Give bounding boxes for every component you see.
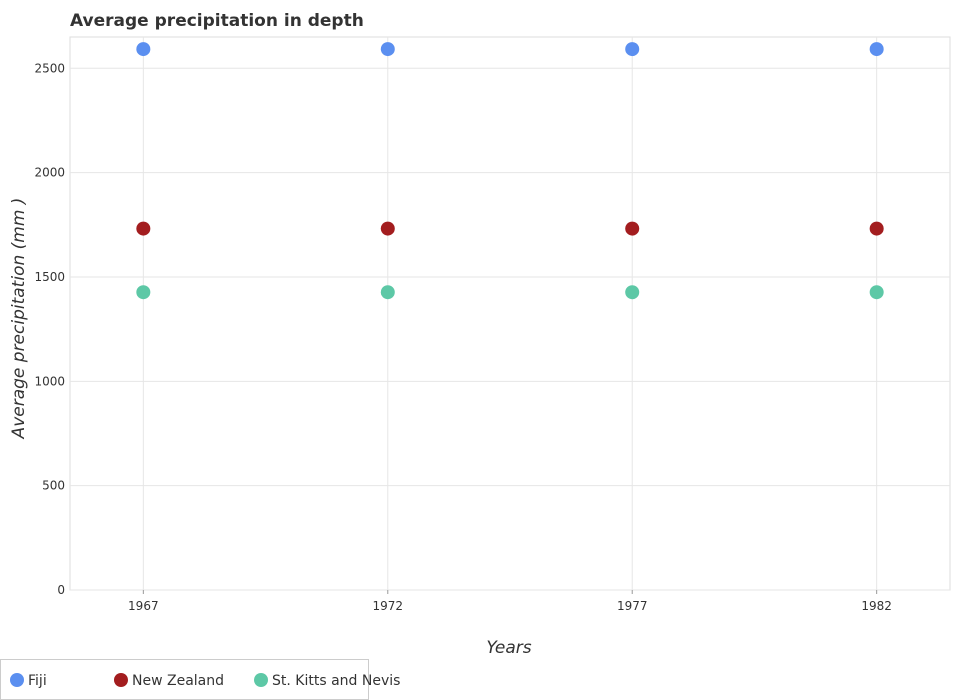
plot-frame <box>69 36 951 591</box>
legend-label-fiji: Fiji <box>28 673 47 689</box>
point-fiji <box>625 42 640 57</box>
point-st-kitts-and-nevis <box>869 285 884 300</box>
legend-marker-new-zealand <box>114 673 128 687</box>
point-new-zealand <box>380 221 395 236</box>
x-tick-label: 1982 <box>861 599 892 613</box>
plot-area: 0 500 1000 1500 2000 2500 1967 1972 1977 1982 <box>34 36 951 613</box>
point-st-kitts-and-nevis <box>625 285 640 300</box>
y-tick-label: 1500 <box>34 270 65 284</box>
x-axis-label: Years <box>486 638 531 658</box>
legend-marker-st-kitts-and-nevis <box>254 673 268 687</box>
point-new-zealand <box>869 221 884 236</box>
x-tick-label: 1977 <box>617 599 648 613</box>
y-tick-label: 500 <box>42 479 65 493</box>
y-tick-label: 0 <box>57 583 65 597</box>
y-tick-label: 2000 <box>34 166 65 180</box>
y-axis-label: Average precipitation (mm ) <box>9 198 29 440</box>
point-new-zealand <box>136 221 151 236</box>
x-tick-label: 1972 <box>373 599 404 613</box>
point-fiji <box>136 42 151 57</box>
legend-box <box>0 659 369 700</box>
legend-label-st-kitts-and-nevis: St. Kitts and Nevis <box>272 673 400 689</box>
point-st-kitts-and-nevis <box>380 285 395 300</box>
legend-marker-fiji <box>10 673 24 687</box>
point-fiji <box>380 42 395 57</box>
legend: Fiji New Zealand St. Kitts and Nevis <box>0 659 400 700</box>
point-st-kitts-and-nevis <box>136 285 151 300</box>
point-new-zealand <box>625 221 640 236</box>
point-fiji <box>869 42 884 57</box>
y-tick-label: 1000 <box>34 374 65 388</box>
y-tick-label: 2500 <box>34 61 65 75</box>
chart-title: Average precipitation in depth <box>70 11 364 31</box>
x-tick-label: 1967 <box>128 599 159 613</box>
legend-label-new-zealand: New Zealand <box>132 673 224 689</box>
